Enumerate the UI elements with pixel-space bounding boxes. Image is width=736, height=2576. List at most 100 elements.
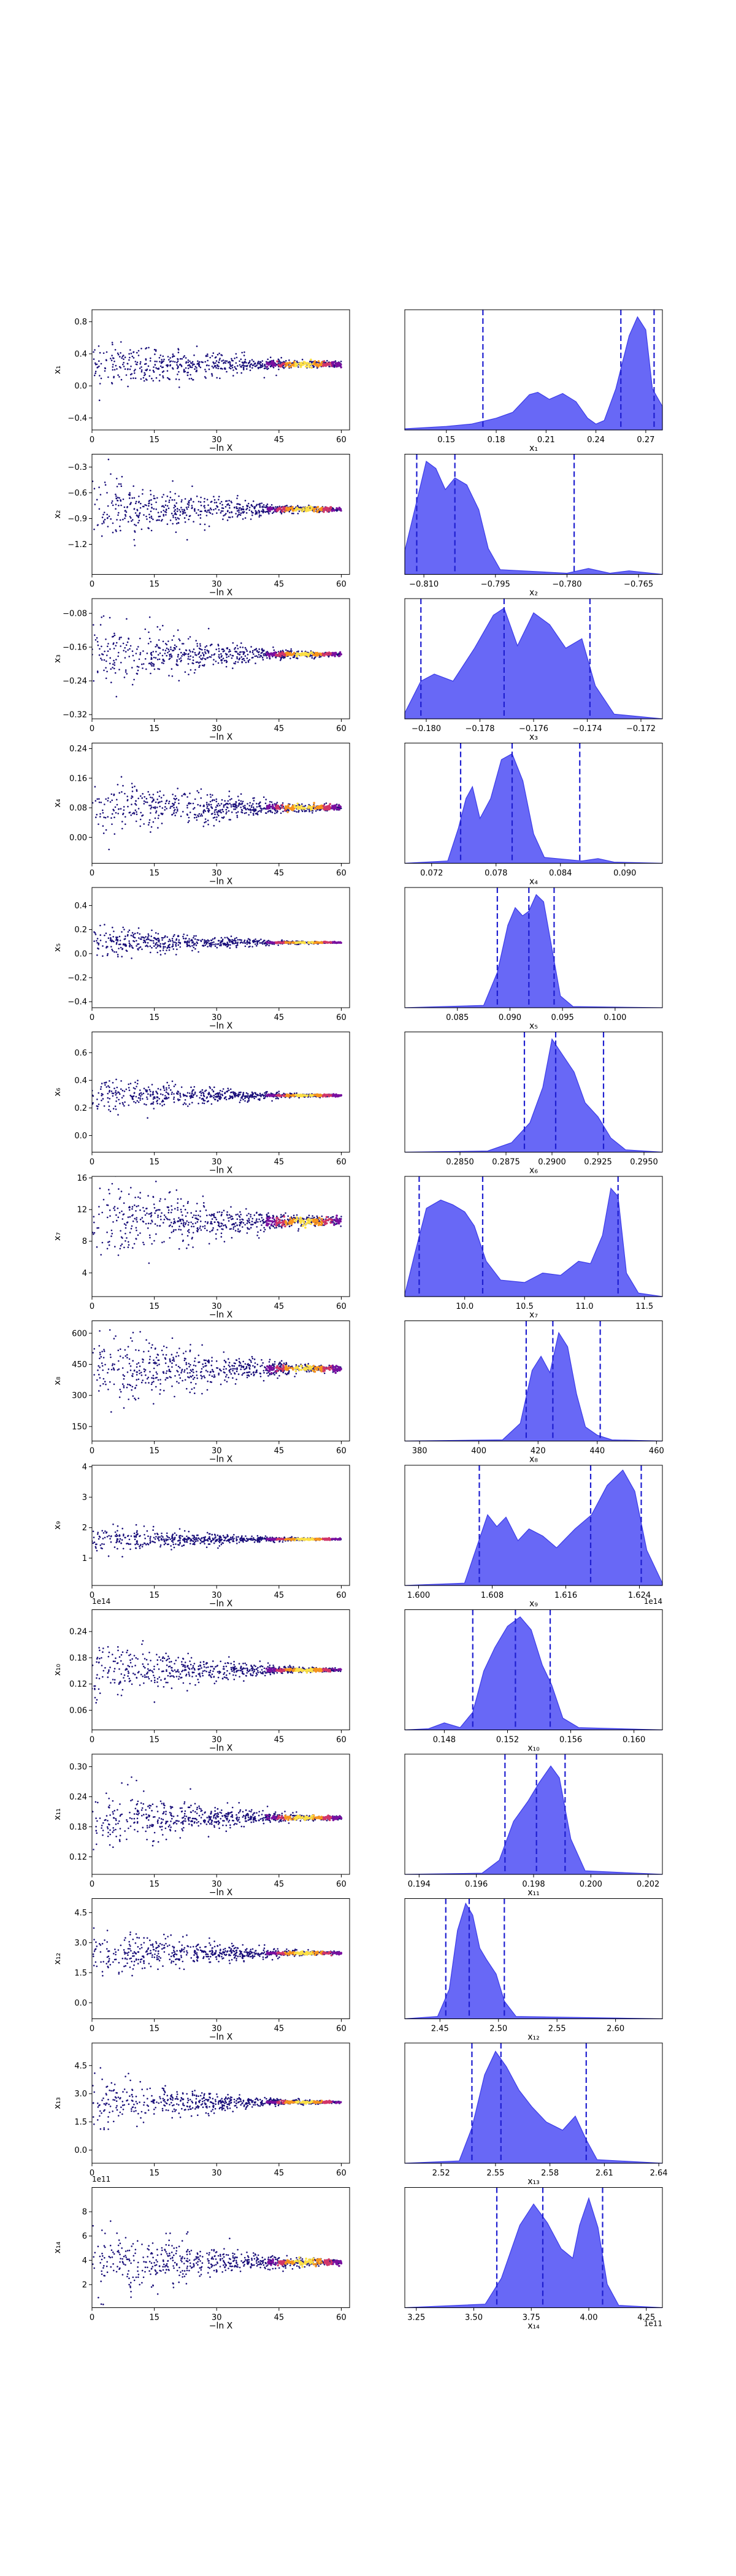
scatter-point — [170, 646, 172, 648]
scatter-point — [311, 657, 313, 659]
scatter-point — [192, 656, 194, 658]
scatter-point — [121, 821, 123, 822]
scatter-point — [100, 657, 102, 659]
scatter-point — [159, 943, 162, 945]
scatter-point — [226, 653, 228, 656]
scatter-point — [244, 945, 247, 948]
scatter-point — [195, 944, 197, 946]
scatter-point — [230, 1092, 232, 1094]
scatter-point — [243, 940, 245, 943]
scatter-point — [185, 650, 188, 651]
scatter-point — [153, 348, 156, 351]
scatter-point — [163, 947, 164, 949]
scatter-point — [156, 1097, 158, 1098]
scatter-point — [257, 367, 259, 369]
scatter-point — [182, 1103, 185, 1106]
scatter-point — [105, 1086, 107, 1088]
scatter-point — [159, 790, 161, 792]
scatter-point — [154, 807, 156, 810]
scatter-point — [153, 508, 155, 510]
x-axis-label: x₁ — [529, 443, 538, 453]
scatter-point — [231, 654, 234, 657]
scatter-point — [221, 504, 223, 506]
scatter-point — [261, 941, 264, 943]
scatter-point — [204, 818, 207, 820]
scatter-point — [118, 943, 120, 946]
scatter-point — [264, 942, 266, 944]
scatter-point — [213, 811, 216, 813]
scatter-point — [129, 494, 131, 496]
scatter-point — [256, 943, 259, 945]
scatter-point — [296, 811, 298, 813]
scatter-point — [245, 648, 247, 651]
scatter-point — [205, 1089, 207, 1091]
scatter-point — [113, 662, 115, 664]
scatter-point — [109, 662, 111, 665]
plot-frame — [91, 309, 350, 431]
scatter-point — [288, 359, 290, 361]
scatter-point — [125, 945, 128, 946]
scatter-point — [156, 951, 159, 954]
scatter-point — [134, 937, 136, 939]
x-tick-label: 30 — [212, 435, 222, 445]
scatter-point-dense — [328, 1094, 331, 1096]
scatter-point — [253, 653, 255, 655]
scatter-point — [190, 1095, 192, 1098]
scatter-point — [161, 654, 164, 657]
scatter-point — [264, 812, 267, 814]
scatter-point — [198, 361, 201, 363]
scatter-point — [199, 664, 201, 667]
scatter-point — [263, 1095, 265, 1097]
scatter-point — [202, 361, 204, 363]
scatter-point — [125, 949, 128, 951]
scatter-point — [185, 1103, 187, 1105]
scatter-point — [150, 935, 152, 937]
scatter-point — [153, 366, 155, 368]
scatter-point — [200, 496, 202, 499]
scatter-point — [96, 954, 98, 956]
scatter-point — [240, 939, 243, 941]
scatter-point — [105, 798, 107, 800]
scatter-point — [157, 827, 159, 829]
scatter-point — [157, 933, 159, 935]
scatter-point — [245, 661, 247, 664]
scatter-point — [136, 514, 138, 516]
scatter-point — [148, 822, 150, 824]
scatter-point — [173, 807, 175, 809]
scatter-point — [215, 661, 217, 662]
scatter-point — [246, 940, 248, 941]
scatter-point — [188, 500, 190, 502]
scatter-point — [259, 656, 261, 658]
scatter-point — [116, 799, 118, 801]
scatter-point — [116, 1086, 118, 1089]
scatter-point — [236, 944, 239, 946]
scatter-point — [96, 641, 99, 643]
scatter-point-dense — [290, 508, 293, 510]
y-tick-label: 0.4 — [74, 350, 87, 359]
scatter-point — [158, 380, 161, 381]
scatter-point-dense — [326, 807, 329, 810]
scatter-point — [260, 1095, 262, 1097]
scatter-point — [218, 943, 220, 945]
scatter-point — [137, 666, 140, 668]
scatter-point — [237, 661, 239, 663]
scatter-point — [255, 512, 257, 515]
scatter-point — [147, 824, 150, 826]
scatter-point — [171, 805, 174, 807]
scatter-point — [167, 640, 169, 642]
scatter-point-dense — [278, 653, 280, 656]
scatter-point — [110, 817, 112, 819]
scatter-point — [132, 1098, 134, 1100]
scatter-point — [145, 362, 147, 365]
scatter-point — [237, 503, 240, 505]
scatter-point — [109, 933, 111, 936]
scatter-point — [217, 1099, 219, 1102]
scatter-point — [239, 1101, 241, 1103]
scatter-point — [180, 657, 182, 659]
scatter-point — [161, 519, 163, 521]
scatter-point — [222, 359, 224, 361]
scatter-point — [128, 942, 131, 945]
scatter-point — [150, 651, 153, 654]
scatter-point — [117, 496, 119, 499]
scatter-point — [174, 815, 177, 816]
